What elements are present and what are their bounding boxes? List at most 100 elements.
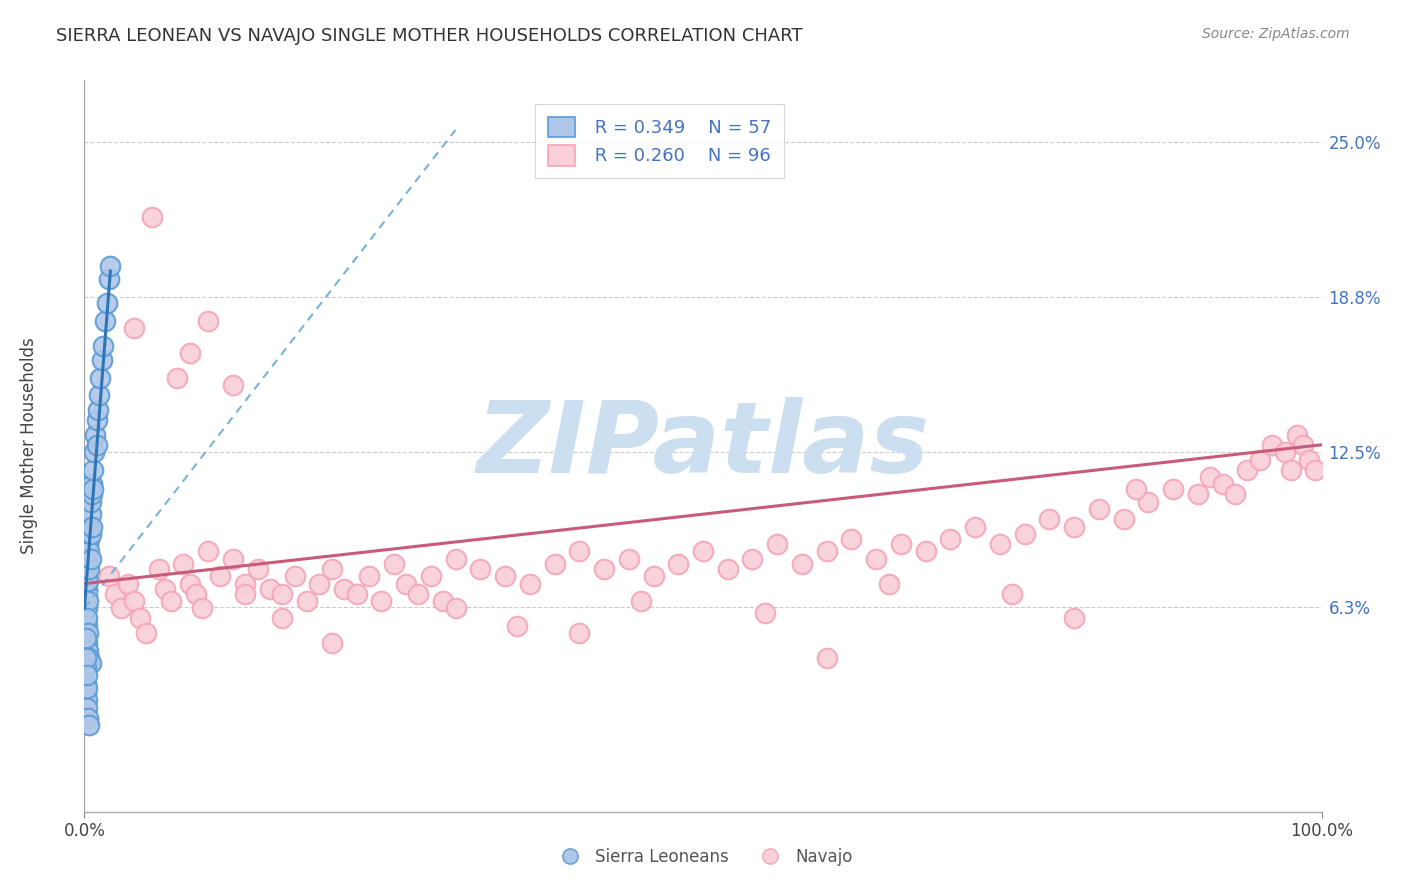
Point <box>77 643 100 657</box>
Point <box>76 582 98 596</box>
Point <box>197 314 219 328</box>
Point <box>494 569 516 583</box>
Point <box>82 462 104 476</box>
Text: SIERRA LEONEAN VS NAVAJO SINGLE MOTHER HOUSEHOLDS CORRELATION CHART: SIERRA LEONEAN VS NAVAJO SINGLE MOTHER H… <box>56 27 803 45</box>
Point <box>76 569 98 583</box>
Point <box>77 710 100 724</box>
Point <box>408 586 430 600</box>
Point <box>1063 519 1085 533</box>
Point <box>815 651 838 665</box>
Point <box>593 562 616 576</box>
Point <box>568 544 591 558</box>
Point <box>160 594 183 608</box>
Point <box>77 626 100 640</box>
Point <box>80 477 103 491</box>
Point <box>741 551 763 566</box>
Point <box>104 586 127 600</box>
Point <box>222 551 245 566</box>
Point <box>321 636 343 650</box>
Point <box>75 611 97 625</box>
Point <box>148 562 170 576</box>
Point <box>76 586 98 600</box>
Point <box>432 594 454 608</box>
Point <box>790 557 813 571</box>
Point <box>122 321 145 335</box>
Point <box>98 259 121 273</box>
Point <box>153 582 176 596</box>
Text: Single Mother Households: Single Mother Households <box>20 338 38 554</box>
Point <box>90 353 112 368</box>
Point <box>76 601 98 615</box>
Point <box>1236 462 1258 476</box>
Point <box>1223 487 1246 501</box>
Point <box>79 495 101 509</box>
Point <box>1298 452 1320 467</box>
Point <box>284 569 307 583</box>
Point <box>79 519 101 533</box>
Point <box>77 557 100 571</box>
Point <box>1199 470 1222 484</box>
Point <box>79 656 101 670</box>
Legend: Sierra Leoneans, Navajo: Sierra Leoneans, Navajo <box>547 842 859 873</box>
Point <box>370 594 392 608</box>
Point <box>692 544 714 558</box>
Point <box>1001 586 1024 600</box>
Point <box>395 576 418 591</box>
Point <box>117 576 139 591</box>
Point <box>76 611 98 625</box>
Point <box>1187 487 1209 501</box>
Point <box>890 537 912 551</box>
Point <box>75 594 97 608</box>
Point <box>1014 527 1036 541</box>
Point <box>617 551 640 566</box>
Point <box>222 378 245 392</box>
Point <box>914 544 936 558</box>
Point <box>79 527 101 541</box>
Point <box>86 438 108 452</box>
Point <box>259 582 281 596</box>
Point <box>75 675 97 690</box>
Point <box>86 413 108 427</box>
Point <box>865 551 887 566</box>
Point <box>271 611 294 625</box>
Point <box>346 586 368 600</box>
Point <box>179 576 201 591</box>
Point <box>630 594 652 608</box>
Point <box>271 586 294 600</box>
Point <box>75 562 97 576</box>
Point <box>444 601 467 615</box>
Point <box>179 346 201 360</box>
Point <box>568 626 591 640</box>
Point <box>877 576 900 591</box>
Point <box>80 519 103 533</box>
Point <box>79 651 101 665</box>
Point <box>87 403 110 417</box>
Point <box>76 693 98 707</box>
Point <box>815 544 838 558</box>
Point <box>506 619 529 633</box>
Point <box>83 445 105 459</box>
Point <box>77 594 100 608</box>
Point <box>79 507 101 521</box>
Point <box>419 569 441 583</box>
Point <box>79 562 101 576</box>
Point <box>172 557 194 571</box>
Point <box>519 576 541 591</box>
Point <box>129 611 152 625</box>
Point <box>141 210 163 224</box>
Point <box>1261 438 1284 452</box>
Point <box>1249 452 1271 467</box>
Point <box>1279 462 1302 476</box>
Point <box>135 626 157 640</box>
Point <box>184 586 207 600</box>
Point <box>89 371 111 385</box>
Point <box>988 537 1011 551</box>
Legend:  R = 0.349    N = 57,  R = 0.260    N = 96: R = 0.349 N = 57, R = 0.260 N = 96 <box>536 104 785 178</box>
Point <box>1274 445 1296 459</box>
Point <box>96 296 118 310</box>
Point <box>1292 438 1315 452</box>
Point <box>166 371 188 385</box>
Point <box>754 607 776 621</box>
Point <box>91 338 114 352</box>
Point <box>1038 512 1060 526</box>
